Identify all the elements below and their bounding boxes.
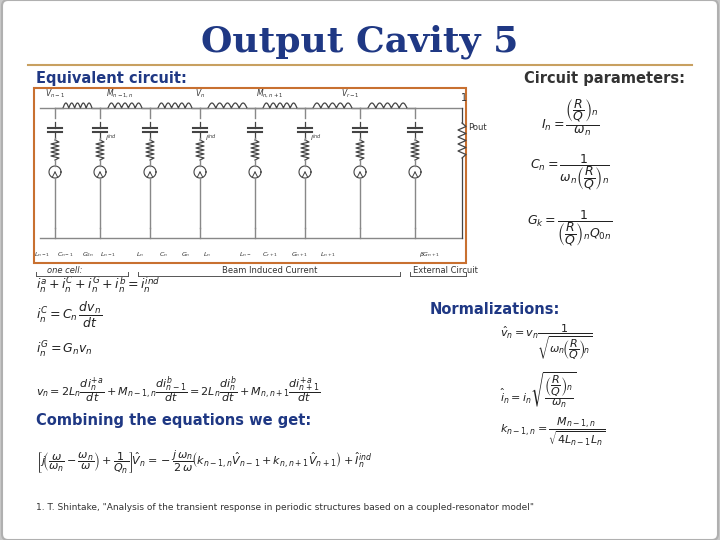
Text: $G_k = \dfrac{1}{\left(\dfrac{R}{Q}\right)_n Q_{0n}}$: $G_k = \dfrac{1}{\left(\dfrac{R}{Q}\righ… bbox=[527, 208, 613, 248]
Text: $G_{2n}$: $G_{2n}$ bbox=[82, 250, 94, 259]
Text: $V_{r-1}$: $V_{r-1}$ bbox=[341, 87, 359, 100]
Text: $L_{n-1}$: $L_{n-1}$ bbox=[100, 250, 116, 259]
Text: $\left[j\!\left(\dfrac{\omega}{\omega_n}-\dfrac{\omega_n}{\omega}\right)+\dfrac{: $\left[j\!\left(\dfrac{\omega}{\omega_n}… bbox=[36, 448, 372, 476]
Text: $C_n$: $C_n$ bbox=[158, 250, 168, 259]
Text: Output Cavity 5: Output Cavity 5 bbox=[202, 25, 518, 59]
Text: $M_{n,n+1}$: $M_{n,n+1}$ bbox=[256, 87, 284, 100]
Text: $L_n$: $L_n$ bbox=[136, 250, 144, 259]
Text: $k_{n-1,n} = \dfrac{M_{n-1,n}}{\sqrt{4L_{n-1}L_n}}$: $k_{n-1,n} = \dfrac{M_{n-1,n}}{\sqrt{4L_… bbox=[500, 416, 605, 448]
Text: $\hat{i}_n = i_n\sqrt{\dfrac{\left(\dfrac{R}{Q}\right)_n}{\omega_n}}$: $\hat{i}_n = i_n\sqrt{\dfrac{\left(\dfra… bbox=[500, 370, 577, 410]
Text: $i^{ind}$: $i^{ind}$ bbox=[205, 132, 217, 144]
Text: Pout: Pout bbox=[468, 124, 487, 132]
Text: $i_n^C = C_n\,\dfrac{dv_n}{dt}$: $i_n^C = C_n\,\dfrac{dv_n}{dt}$ bbox=[36, 300, 102, 330]
Text: 1: 1 bbox=[461, 93, 467, 103]
Bar bbox=[34, 88, 466, 263]
Text: $i_n^G = G_n v_n$: $i_n^G = G_n v_n$ bbox=[36, 340, 93, 360]
Text: one cell:: one cell: bbox=[48, 266, 83, 275]
Text: $V_n$: $V_n$ bbox=[195, 87, 205, 100]
Text: $v_n = 2L_n\dfrac{di_n^{+a}}{dt} + M_{n-1,n}\dfrac{di_{n-1}^b}{dt} = 2L_n\dfrac{: $v_n = 2L_n\dfrac{di_n^{+a}}{dt} + M_{n-… bbox=[36, 374, 320, 406]
Text: $\hat{v}_n = v_n \dfrac{1}{\sqrt{\omega_n\!\left(\dfrac{R}{Q}\right)_{\!n}}}$: $\hat{v}_n = v_n \dfrac{1}{\sqrt{\omega_… bbox=[500, 323, 593, 363]
Text: $G_n$: $G_n$ bbox=[181, 250, 191, 259]
Text: Circuit parameters:: Circuit parameters: bbox=[524, 71, 685, 85]
Text: $L_{n-1}$: $L_{n-1}$ bbox=[34, 250, 50, 259]
Text: $i^{ind}$: $i^{ind}$ bbox=[105, 132, 117, 144]
Text: $G_{n+1}$: $G_{n+1}$ bbox=[292, 250, 309, 259]
Text: $L_n$: $L_n$ bbox=[203, 250, 211, 259]
Text: $i^{ind}$: $i^{ind}$ bbox=[310, 132, 322, 144]
Text: $L_{n+1}$: $L_{n+1}$ bbox=[320, 250, 336, 259]
Text: 1. T. Shintake, "Analysis of the transient response in periodic structures based: 1. T. Shintake, "Analysis of the transie… bbox=[36, 503, 534, 511]
Text: External Circuit: External Circuit bbox=[413, 266, 477, 275]
Text: $\beta G_{n+1}$: $\beta G_{n+1}$ bbox=[419, 250, 441, 259]
Text: $V_{n-1}$: $V_{n-1}$ bbox=[45, 87, 65, 100]
Text: $C_n = \dfrac{1}{\omega_n\left(\dfrac{R}{Q}\right)_n}$: $C_n = \dfrac{1}{\omega_n\left(\dfrac{R}… bbox=[530, 152, 610, 192]
Text: $I_n = \dfrac{\left(\dfrac{R}{Q}\right)_n}{\omega_n}$: $I_n = \dfrac{\left(\dfrac{R}{Q}\right)_… bbox=[541, 98, 599, 138]
Text: Equivalent circuit:: Equivalent circuit: bbox=[36, 71, 187, 85]
Text: $M_{n-1,n}$: $M_{n-1,n}$ bbox=[106, 87, 134, 100]
Text: Beam Induced Current: Beam Induced Current bbox=[222, 266, 318, 275]
Text: $i_n^a + i_n^C + i_n^G + i_n^b = i_n^{ind}$: $i_n^a + i_n^C + i_n^G + i_n^b = i_n^{in… bbox=[36, 275, 161, 295]
Text: Normalizations:: Normalizations: bbox=[430, 302, 560, 318]
Text: $L_{n-}$: $L_{n-}$ bbox=[239, 250, 251, 259]
Text: $C_{r+1}$: $C_{r+1}$ bbox=[262, 250, 278, 259]
Text: $C_{n-1}$: $C_{n-1}$ bbox=[57, 250, 73, 259]
Text: Combining the equations we get:: Combining the equations we get: bbox=[36, 413, 311, 428]
